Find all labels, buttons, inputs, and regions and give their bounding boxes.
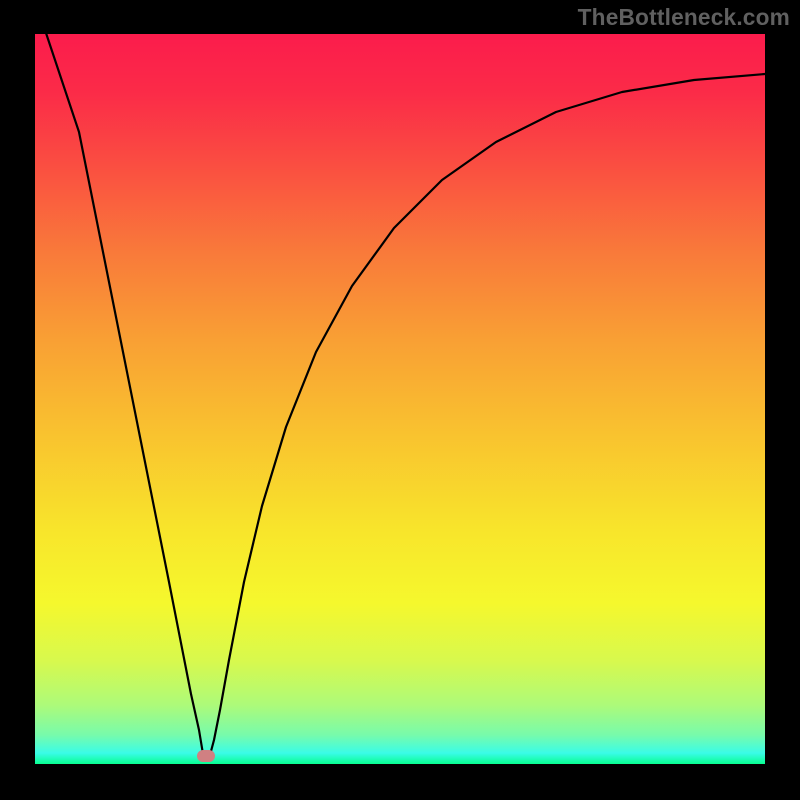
attribution-text: TheBottleneck.com bbox=[578, 4, 790, 31]
optimal-point-marker bbox=[197, 750, 215, 762]
plot-area bbox=[35, 34, 765, 764]
curve-layer bbox=[35, 34, 765, 764]
bottleneck-curve bbox=[35, 34, 765, 758]
chart-frame: TheBottleneck.com bbox=[0, 0, 800, 800]
